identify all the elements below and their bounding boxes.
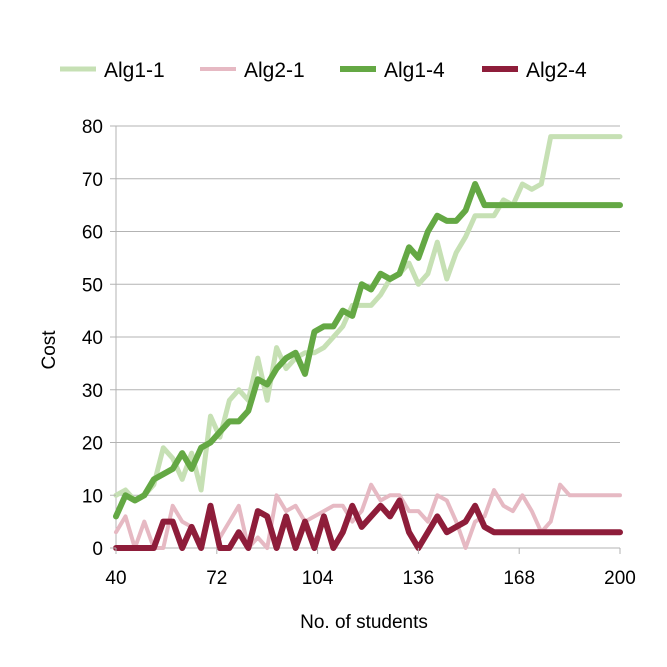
y-tick-label-3: 30 [82,381,103,402]
y-tick-label-4: 40 [82,328,103,349]
y-axis-ticks: 0 10 20 30 40 50 60 70 80 [82,117,116,560]
y-tick-label-0: 0 [92,539,103,560]
series-line-alg2-4 [113,497,623,551]
x-axis-title: No. of students [300,612,428,633]
legend-label-alg2-1: Alg2-1 [244,59,305,82]
x-tick-label-5: 200 [604,568,636,589]
legend-label-alg1-1: Alg1-1 [104,59,165,82]
gridlines [116,125,620,496]
legend-label-alg1-4: Alg1-4 [384,59,445,82]
series-lines [113,134,623,551]
series-line-alg1-1 [113,134,623,503]
x-axis-ticks: 40 72 104 136 168 200 [105,548,636,589]
y-tick-label-1: 10 [82,486,103,507]
x-tick-label-1: 72 [206,568,227,589]
y-tick-label-5: 50 [82,275,103,296]
x-tick-label-2: 104 [302,568,334,589]
y-tick-label-7: 70 [82,170,103,191]
y-tick-label-8: 80 [82,117,103,138]
y-axis-title: Cost [39,330,60,370]
x-tick-label-3: 136 [403,568,435,589]
x-tick-label-0: 40 [105,568,126,589]
legend: Alg1-1 Alg2-1 Alg1-4 Alg2-4 [60,59,587,82]
x-tick-label-4: 168 [503,568,535,589]
legend-label-alg2-4: Alg2-4 [526,59,587,82]
y-tick-label-6: 60 [82,223,103,244]
series-line-alg1-4 [113,181,623,520]
y-tick-label-2: 20 [82,434,103,455]
